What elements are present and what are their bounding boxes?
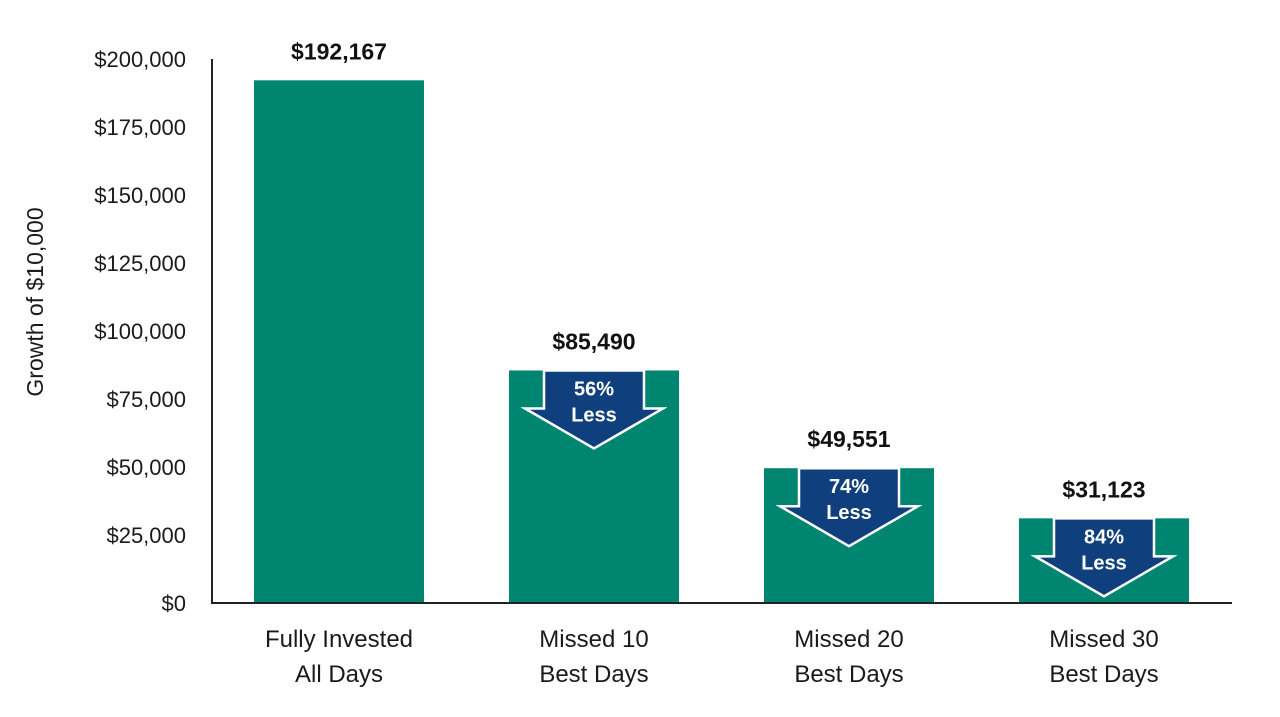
down-arrow-icon [520, 369, 668, 450]
x-tick-label: Best Days [1049, 661, 1158, 688]
arrow-percent-label: 84% [1084, 526, 1124, 548]
y-tick-label: $200,000 [94, 47, 186, 72]
x-tick-label: Fully Invested [265, 626, 413, 653]
arrow-less-label: Less [1081, 552, 1127, 574]
value-labels: $192,167 $85,490 $49,551 $31,123 [291, 38, 1146, 502]
bars [254, 80, 1189, 603]
x-tick-label: Best Days [539, 661, 648, 688]
data-label: $192,167 [291, 38, 387, 64]
y-tick-label: $0 [162, 591, 186, 616]
axes [211, 59, 1232, 604]
y-axis-title: Growth of $10,000 [22, 207, 48, 396]
y-tick-label: $125,000 [94, 251, 186, 276]
data-label: $49,551 [807, 426, 890, 452]
down-arrow-icon [1030, 517, 1178, 598]
arrow-less-label: Less [826, 502, 872, 524]
x-tick-label: Missed 20 [794, 626, 903, 653]
less-arrow: 74% Less [775, 466, 923, 548]
x-tick-label: Missed 30 [1049, 626, 1158, 653]
down-arrow-icon [775, 466, 923, 548]
data-label: $31,123 [1062, 476, 1145, 502]
y-tick-label: $75,000 [106, 387, 186, 412]
arrow-percent-label: 56% [574, 378, 614, 400]
y-tick-label: $25,000 [106, 523, 186, 548]
bar [254, 80, 424, 603]
data-label: $85,490 [552, 328, 635, 354]
less-arrow: 84% Less [1030, 517, 1178, 598]
less-arrow: 56% Less [520, 369, 668, 450]
y-tick-label: $50,000 [106, 455, 186, 480]
arrow-percent-label: 74% [829, 476, 869, 498]
y-tick-label: $150,000 [94, 183, 186, 208]
y-tick-label: $100,000 [94, 319, 186, 344]
arrow-less-label: Less [571, 404, 617, 426]
annotation-arrows: 56% Less 74% Less 84% Less [520, 369, 1178, 598]
y-axis-ticks: $0 $25,000 $50,000 $75,000 $100,000 $125,000 $… [94, 47, 186, 616]
x-axis-labels: Fully Invested All Days Missed 10 Best Days… [265, 626, 1159, 688]
x-tick-label: Best Days [794, 661, 903, 688]
x-tick-label: All Days [295, 661, 383, 688]
y-tick-label: $175,000 [94, 115, 186, 140]
x-tick-label: Missed 10 [539, 626, 648, 653]
